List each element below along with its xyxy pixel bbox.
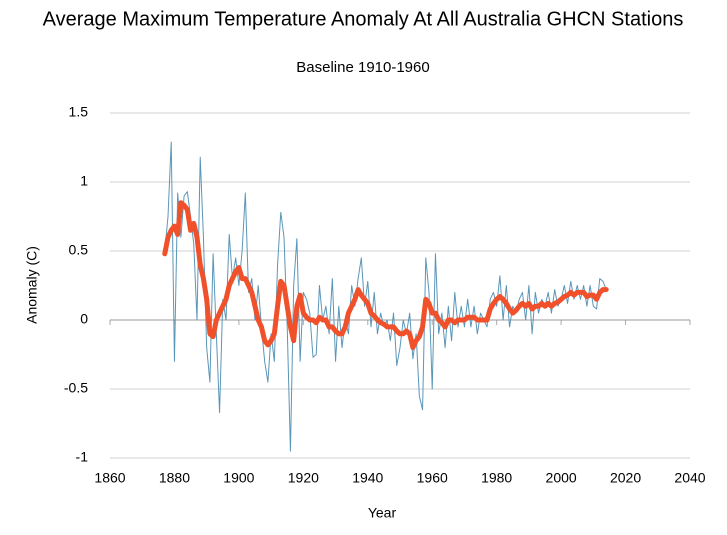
x-tick-label: 1980 [481,470,512,486]
x-tick-label: 2020 [610,470,641,486]
y-tick-label: 0 [80,311,88,327]
x-tick-label: 1900 [223,470,254,486]
chart-subtitle: Baseline 1910-1960 [296,59,429,76]
chart-title: Average Maximum Temperature Anomaly At A… [43,8,684,30]
data-line [162,200,609,351]
y-tick-label: -0.5 [64,380,88,396]
x-tick-label: 1940 [352,470,383,486]
x-tick-label: 2000 [546,470,577,486]
x-axis-label: Year [368,505,397,521]
y-axis-label: Anomaly (C) [24,246,40,324]
x-tick-label: 1920 [288,470,319,486]
y-tick-label: 1.5 [69,104,89,120]
x-tick-label: 1960 [417,470,448,486]
y-tick-label: 1 [80,173,88,189]
data-line [164,141,607,452]
y-tick-label: 0.5 [69,242,89,258]
x-tick-label: 1880 [159,470,190,486]
y-tick-label: -1 [76,449,89,465]
x-tick-label: 2040 [674,470,705,486]
x-tick-label: 1860 [94,470,125,486]
